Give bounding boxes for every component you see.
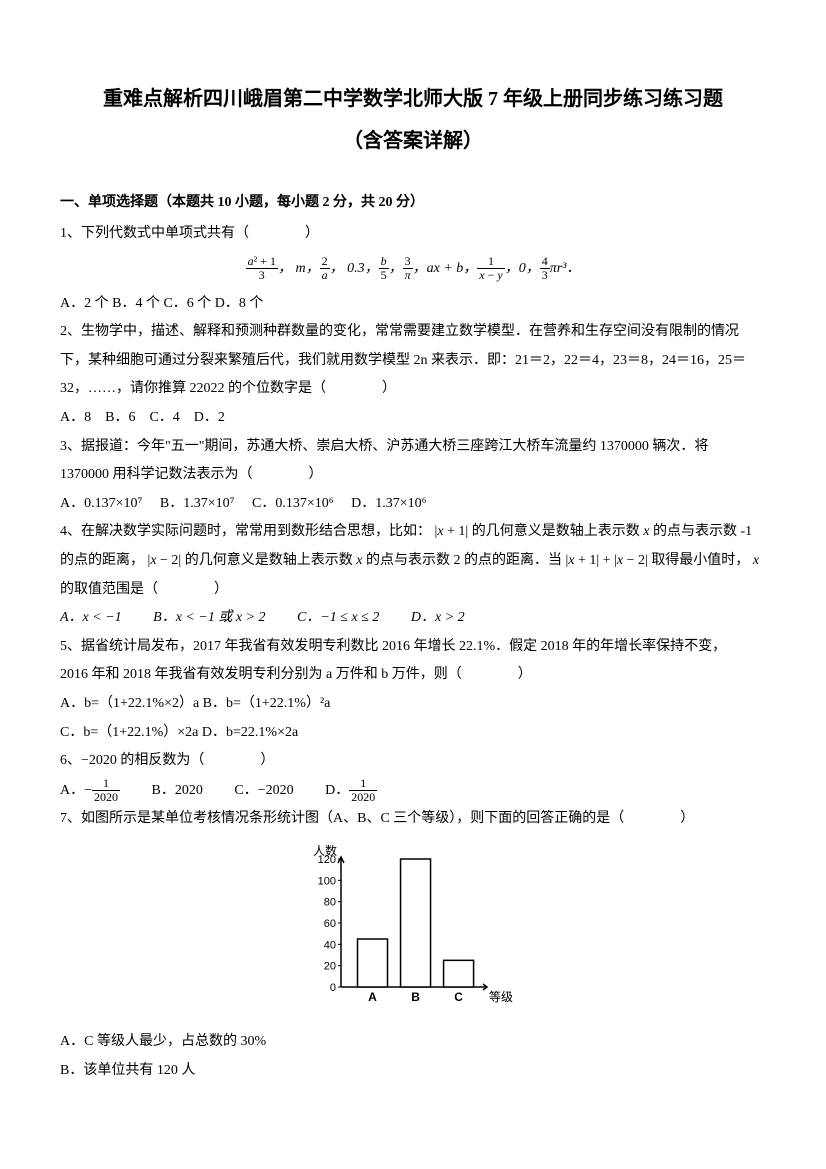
q3-optA: A．0.137×10⁷ bbox=[60, 496, 142, 511]
svg-text:0: 0 bbox=[330, 982, 336, 994]
q4-line1: 4、在解决数学实际问题时，常常用到数形结合思想，比如： |x + 1| 的几何意… bbox=[60, 519, 766, 546]
svg-text:80: 80 bbox=[324, 897, 336, 909]
q3-optC: C．0.137×10⁶ bbox=[252, 496, 334, 511]
chart-container: 人数020406080100120ABC等级 bbox=[60, 841, 766, 1022]
q5-stem1: 5、据省统计局发布，2017 年我省有效发明专利数比 2016 年增长 22.1… bbox=[60, 634, 766, 661]
q3-optD: D．1.37×10⁶ bbox=[351, 496, 426, 511]
q4-optD: D．x > 2 bbox=[411, 610, 465, 625]
q7-optB: B．该单位共有 120 人 bbox=[60, 1058, 766, 1085]
q2-stem-2: 下，某种细胞可通过分裂来繁殖后代，我们就用数学模型 2n 来表示．即：21＝2，… bbox=[60, 348, 766, 375]
q6-optC: C．−2020 bbox=[234, 783, 293, 798]
q4-stem1c: 的点与表示数 -1 bbox=[653, 524, 752, 539]
q3-optB: B．1.37×10⁷ bbox=[160, 496, 235, 511]
q4-optC: C．−1 ≤ x ≤ 2 bbox=[297, 610, 379, 625]
q5-opts1: A．b=（1+22.1%×2）a B．b=（1+22.1%）²a bbox=[60, 691, 766, 718]
q1-options: A．2 个 B．4 个 C．6 个 D．8 个 bbox=[60, 291, 766, 318]
q6-optD-pre: D． bbox=[325, 783, 349, 798]
q2-options: A．8 B．6 C．4 D．2 bbox=[60, 405, 766, 432]
svg-text:B: B bbox=[411, 990, 420, 1004]
q3-stem-1: 3、据报道：今年"五一"期间，苏通大桥、崇启大桥、沪苏通大桥三座跨江大桥车流量约… bbox=[60, 434, 766, 461]
section-header: 一、单项选择题（本题共 10 小题，每小题 2 分，共 20 分） bbox=[60, 190, 766, 217]
q7-stem: 7、如图所示是某单位考核情况条形统计图（A、B、C 三个等级），则下面的回答正确… bbox=[60, 806, 766, 833]
q7-optA: A．C 等级人最少，占总数的 30% bbox=[60, 1029, 766, 1056]
svg-text:C: C bbox=[454, 990, 463, 1004]
svg-text:100: 100 bbox=[318, 875, 336, 887]
q4-stem1b: 的几何意义是数轴上表示数 bbox=[472, 524, 640, 539]
q6-stem: 6、−2020 的相反数为（ ） bbox=[60, 748, 766, 775]
svg-text:120: 120 bbox=[318, 854, 336, 866]
q4-stem2b: 的几何意义是数轴上表示数 bbox=[185, 553, 353, 568]
q6-options: A．−12020 B．2020 C．−2020 D．12020 bbox=[60, 777, 766, 805]
svg-text:20: 20 bbox=[324, 961, 336, 973]
q5-opts2: C．b=（1+22.1%）×2a D．b=22.1%×2a bbox=[60, 720, 766, 747]
svg-text:60: 60 bbox=[324, 918, 336, 930]
q2-stem-3: 32，……，请你推算 22022 的个位数字是（ ） bbox=[60, 376, 766, 403]
q4-stem1: 4、在解决数学实际问题时，常常用到数形结合思想，比如： bbox=[60, 524, 431, 539]
q4-options: A．x < −1 B．x < −1 或 x > 2 C．−1 ≤ x ≤ 2 D… bbox=[60, 605, 766, 632]
svg-text:等级: 等级 bbox=[489, 990, 513, 1004]
page-title: 重难点解析四川峨眉第二中学数学北师大版 7 年级上册同步练习练习题 bbox=[60, 80, 766, 118]
q4-stem2d: 取得最小值时， bbox=[651, 553, 749, 568]
q4-optA: A．x < −1 bbox=[60, 610, 122, 625]
q4-stem3: 的取值范围是（ ） bbox=[60, 577, 766, 604]
q6-optB: B．2020 bbox=[152, 783, 203, 798]
q4-optB: B．x < −1 或 x > 2 bbox=[153, 610, 265, 625]
svg-text:A: A bbox=[368, 990, 377, 1004]
bar-chart: 人数020406080100120ABC等级 bbox=[303, 841, 523, 1011]
q1-formula: a² + 13， m，2a， 0.3，b5，3π，ax + b，1x − y，0… bbox=[60, 255, 766, 283]
q4-stem2a: 的点的距离， bbox=[60, 553, 144, 568]
q5-stem2: 2016 年和 2018 年我省有效发明专利分别为 a 万件和 b 万件，则（ … bbox=[60, 662, 766, 689]
q3-options: A．0.137×10⁷ B．1.37×10⁷ C．0.137×10⁶ D．1.3… bbox=[60, 491, 766, 518]
q1-stem: 1、下列代数式中单项式共有（ ） bbox=[60, 221, 766, 248]
q2-stem-1: 2、生物学中，描述、解释和预测种群数量的变化，常常需要建立数学模型．在营养和生存… bbox=[60, 319, 766, 346]
svg-text:40: 40 bbox=[324, 939, 336, 951]
q3-stem-2: 1370000 用科学记数法表示为（ ） bbox=[60, 462, 766, 489]
q4-stem2c: 的点与表示数 2 的点的距离．当 bbox=[366, 553, 562, 568]
q4-line2: 的点的距离， |x − 2| 的几何意义是数轴上表示数 x 的点与表示数 2 的… bbox=[60, 548, 766, 575]
page-subtitle: （含答案详解） bbox=[60, 122, 766, 160]
q6-optA-pre: A． bbox=[60, 783, 84, 798]
